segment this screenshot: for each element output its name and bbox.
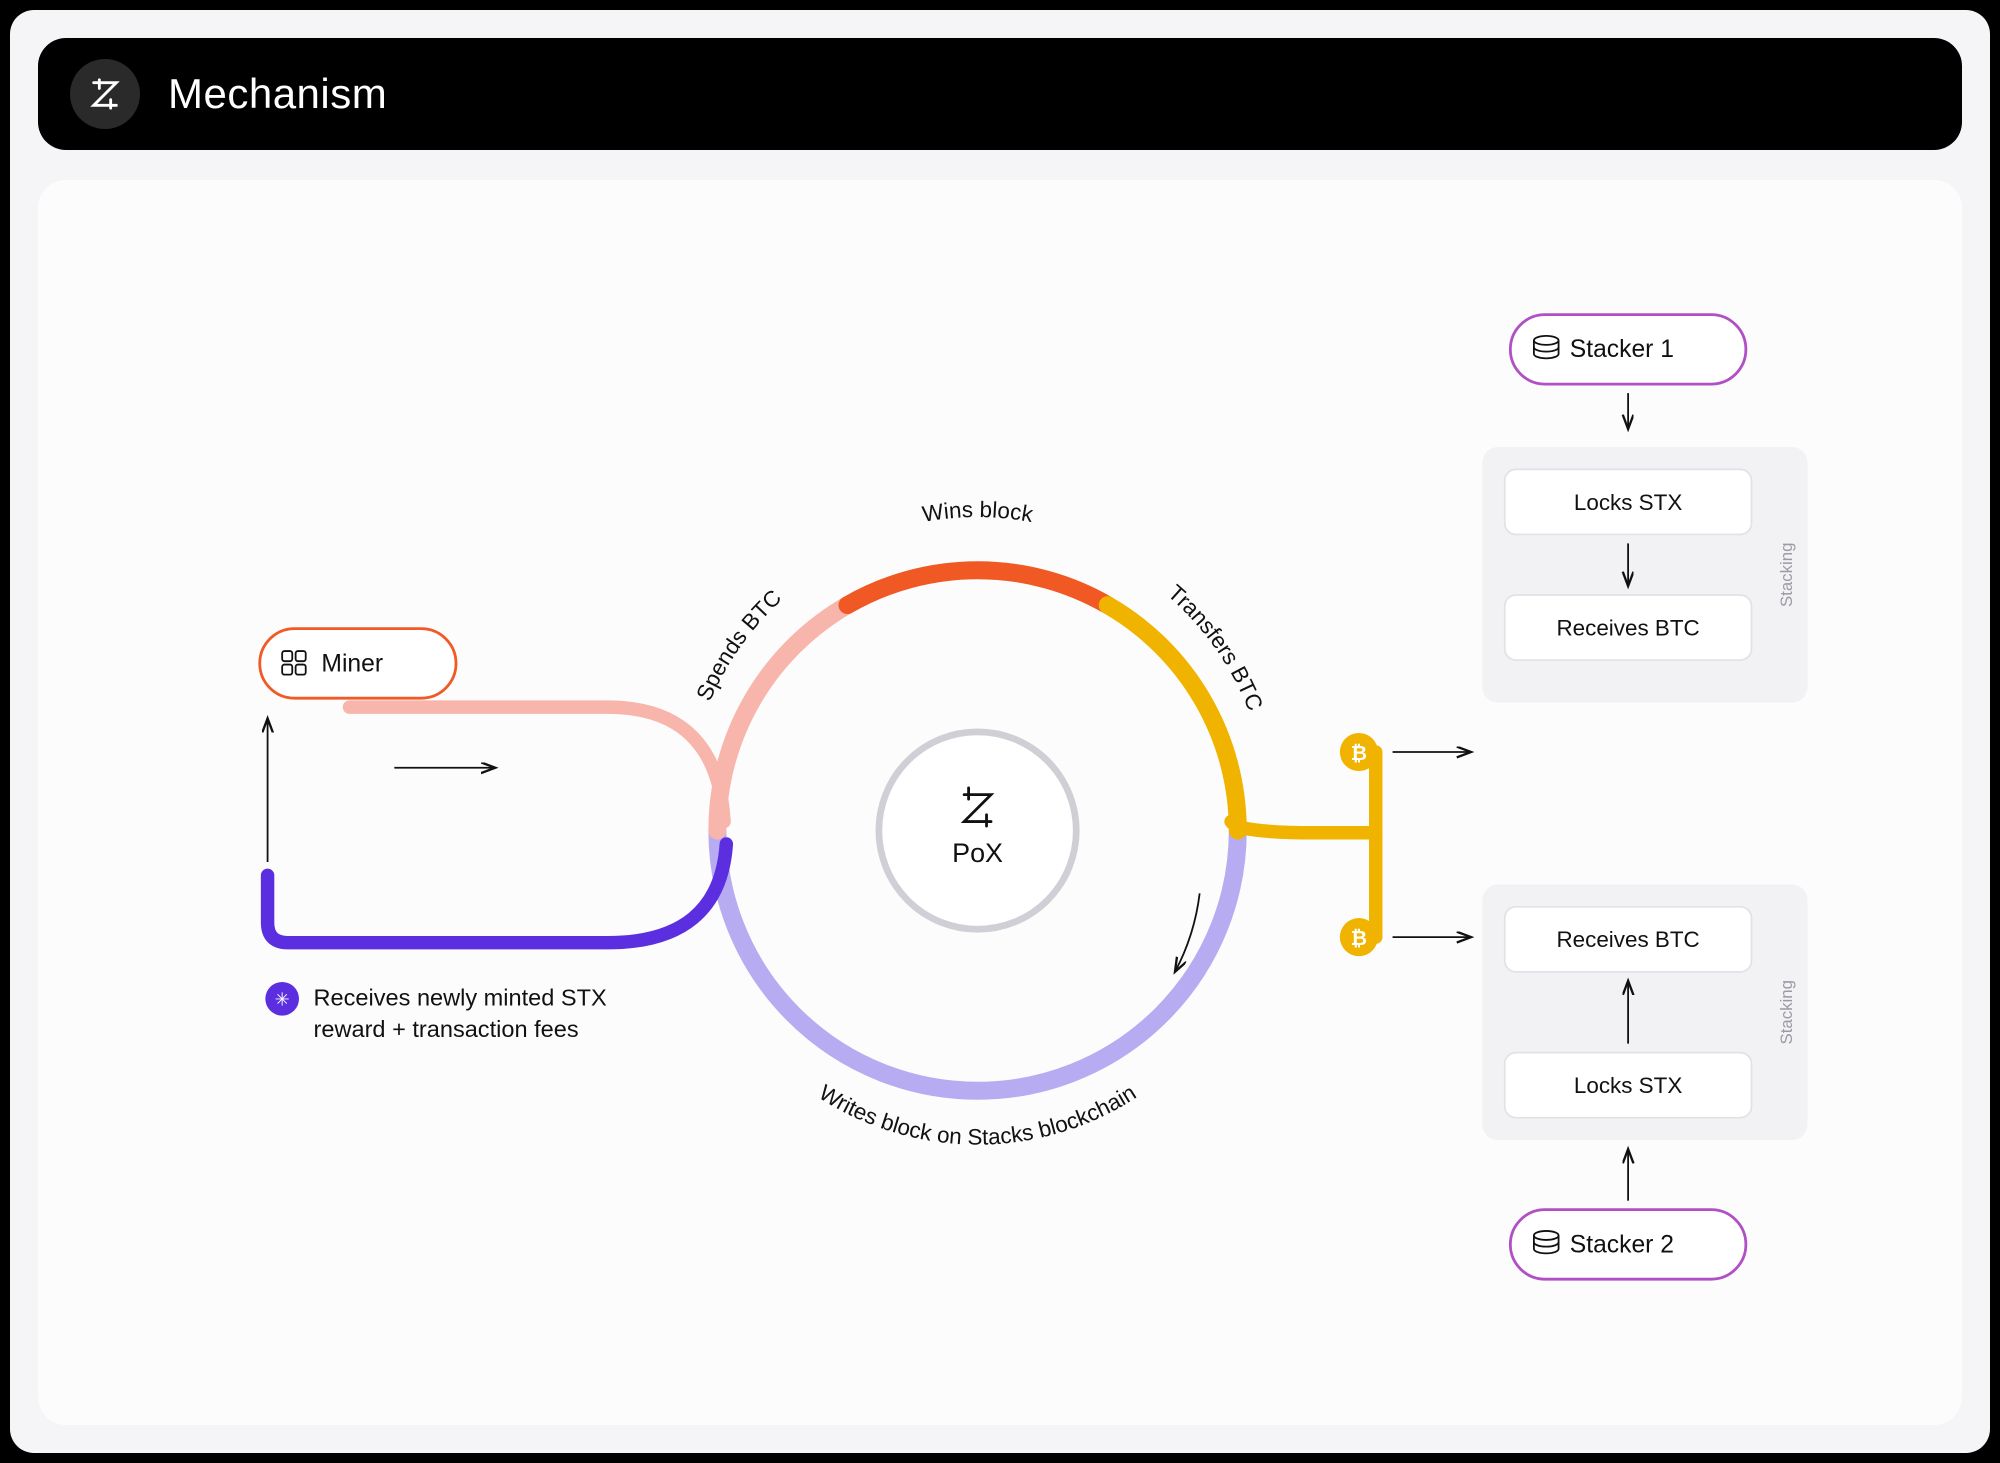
header-title: Mechanism — [168, 70, 387, 118]
diagram-canvas: Spends BTC Wins block Transfers BTC Writ… — [38, 180, 1962, 1425]
label-spends-btc: Spends BTC — [691, 585, 786, 705]
label-transfers-btc: Transfers BTC — [1163, 580, 1268, 714]
btc-marker-1: ₿ — [1340, 733, 1378, 771]
stacker2-label: Stacker 2 — [1570, 1231, 1674, 1258]
stacker1-recv-label: Receives BTC — [1556, 615, 1699, 640]
arc-wins-block — [847, 570, 1107, 605]
stacker1-lock-label: Locks STX — [1574, 490, 1682, 515]
svg-text:₿: ₿ — [1351, 928, 1367, 950]
miner-note-l2: reward + transaction fees — [314, 1016, 579, 1042]
miner-label: Miner — [321, 650, 383, 677]
connector-yellow-main — [1231, 822, 1376, 833]
miner-note-l1: Receives newly minted STX — [314, 985, 607, 1011]
label-wins-block: Wins block — [921, 497, 1036, 527]
svg-text:✳: ✳ — [275, 990, 290, 1010]
connector-purple — [268, 844, 727, 943]
header-logo-circle — [70, 59, 140, 129]
pox-inner-circle — [879, 732, 1076, 929]
header-bar: Mechanism — [38, 38, 1962, 150]
stacker1-side-label: Stacking — [1777, 543, 1796, 607]
connector-pink — [349, 707, 724, 821]
stacker2-recv-label: Receives BTC — [1556, 927, 1699, 952]
z-logo-icon — [88, 77, 122, 111]
pox-label: PoX — [952, 838, 1003, 868]
stacker1-label: Stacker 1 — [1570, 336, 1674, 363]
btc-marker-2: ₿ — [1340, 918, 1378, 956]
diagram-svg: Spends BTC Wins block Transfers BTC Writ… — [38, 180, 1962, 1425]
page-outer: Mechanism — [10, 10, 1990, 1453]
stacker2-lock-label: Locks STX — [1574, 1073, 1682, 1098]
svg-text:₿: ₿ — [1351, 743, 1367, 765]
stacker2-side-label: Stacking — [1777, 980, 1796, 1044]
